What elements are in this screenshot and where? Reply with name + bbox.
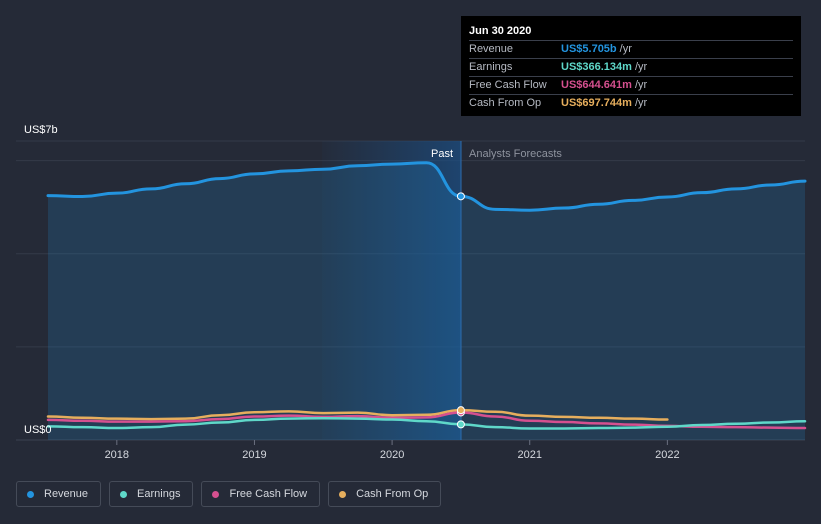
revenue-area-fill <box>48 162 805 440</box>
legend-dot-icon <box>120 490 128 498</box>
tooltip-date: Jun 30 2020 <box>469 23 793 41</box>
tooltip-row-free-cash-flow: Free Cash Flow US$644.641m/yr <box>469 77 793 95</box>
tooltip-label: Free Cash Flow <box>469 79 547 91</box>
marker-revenue <box>456 192 465 201</box>
tooltip-row-revenue: Revenue US$5.705b/yr <box>469 41 793 59</box>
series-line-earnings <box>46 416 807 430</box>
legend-item-free-cash-flow[interactable]: Free Cash Flow <box>201 481 321 507</box>
tooltip-label: Cash From Op <box>469 97 542 109</box>
legend-label: Cash From Op <box>356 488 429 500</box>
revenue-area <box>48 162 805 440</box>
legend-item-revenue[interactable]: Revenue <box>16 481 102 507</box>
tooltip-label: Earnings <box>469 61 513 73</box>
series-lines <box>46 161 807 430</box>
tooltip-value: US$366.134m/yr <box>561 61 648 73</box>
past-highlight <box>322 141 461 440</box>
legend-item-cash-from-op[interactable]: Cash From Op <box>328 481 442 507</box>
legend-item-earnings[interactable]: Earnings <box>109 481 194 507</box>
marker-cash-from-op <box>456 406 465 415</box>
x-tick-label: 2022 <box>655 449 679 461</box>
tooltip-value: US$644.641m/yr <box>561 79 648 91</box>
legend-label: Free Cash Flow <box>229 488 308 500</box>
tooltip-row-earnings: Earnings US$366.134m/yr <box>469 59 793 77</box>
y-axis-top-label: US$7b <box>24 124 58 136</box>
tooltip-value: US$697.744m/yr <box>561 97 648 109</box>
forecast-label: Analysts Forecasts <box>469 148 562 160</box>
series-line-revenue <box>46 161 807 212</box>
x-tick-label: 2021 <box>517 449 541 461</box>
marker-earnings <box>456 420 465 429</box>
legend-dot-icon <box>212 490 220 498</box>
tooltip-row-cash-from-op: Cash From Op US$697.744m/yr <box>469 95 793 112</box>
past-label: Past <box>431 148 453 160</box>
y-axis-bottom-label: US$0 <box>24 424 52 436</box>
x-tick-label: 2020 <box>380 449 404 461</box>
series-line-cash-from-op <box>46 408 669 421</box>
legend-dot-icon <box>339 490 347 498</box>
legend: Revenue Earnings Free Cash Flow Cash Fro… <box>16 481 442 509</box>
hover-markers <box>456 192 465 429</box>
legend-label: Revenue <box>44 488 89 500</box>
x-tick-label: 2019 <box>242 449 266 461</box>
tooltip-label: Revenue <box>469 43 514 55</box>
tooltip: Jun 30 2020 Revenue US$5.705b/yr Earning… <box>461 16 801 116</box>
legend-label: Earnings <box>137 488 181 500</box>
x-axis-ticks: 2018 2019 2020 2021 2022 <box>105 440 680 461</box>
tooltip-value: US$5.705b/yr <box>561 43 632 55</box>
legend-dot-icon <box>27 490 34 498</box>
x-tick-label: 2018 <box>105 449 129 461</box>
